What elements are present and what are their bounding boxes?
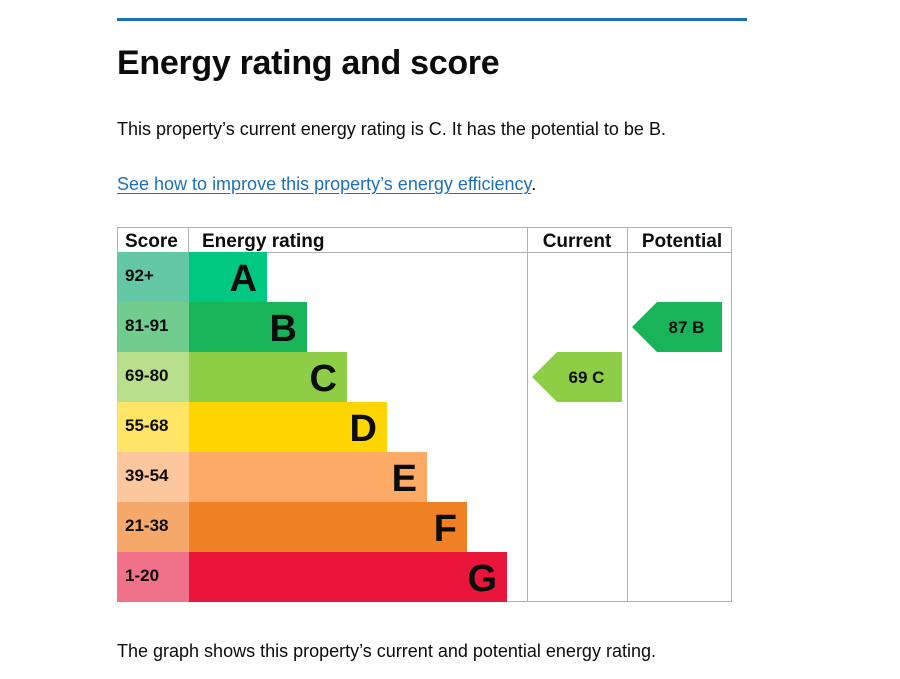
rating-bands: 92+ A 81-91 B 69-80 C 55-68 D 39-54 E 21-38 F 1-20 G [117,252,507,602]
score-cell-d [117,402,189,452]
score-cell-b [117,302,189,352]
score-cell-a [117,252,189,302]
header-potential: Potential [642,231,722,252]
score-cell-c [117,352,189,402]
band-letter-e: E [392,458,417,500]
potential-arrow-label: 87 B [669,318,705,337]
header-energy-rating: Energy rating [202,231,324,252]
band-bar-g [189,552,507,602]
rating-arrows: 69 C 87 B [532,302,722,402]
score-cell-f [117,502,189,552]
score-label-f: 21-38 [125,516,168,535]
header-score: Score [125,231,178,252]
score-cell-e [117,452,189,502]
band-bar-b [189,302,307,352]
band-letter-c: C [310,358,337,400]
band-letter-f: F [434,508,457,550]
rating-summary: This property’s current energy rating is… [117,119,666,139]
band-letter-a: A [230,258,257,300]
band-letter-g: G [467,558,497,600]
band-bar-d [189,402,387,452]
score-label-c: 69-80 [125,366,168,385]
top-rule [117,18,747,21]
score-label-b: 81-91 [125,316,168,335]
band-bar-a [189,252,267,302]
current-arrow [532,352,622,402]
header-current: Current [543,231,612,252]
score-label-e: 39-54 [125,466,169,485]
band-bar-e [189,452,427,502]
improve-link-line: See how to improve this property’s energ… [117,174,536,195]
score-cell-g [117,552,189,602]
score-label-a: 92+ [125,266,154,285]
score-label-d: 55-68 [125,416,168,435]
link-suffix: . [531,174,537,194]
score-label-g: 1-20 [125,566,159,585]
band-letter-d: D [350,408,377,450]
band-bar-c [189,352,347,402]
current-arrow-label: 69 C [569,368,605,387]
potential-arrow [632,302,722,352]
chart-caption: The graph shows this property’s current … [117,641,656,661]
improve-efficiency-link[interactable]: See how to improve this property’s energ… [117,174,532,194]
band-letter-b: B [270,308,297,350]
page-title: Energy rating and score [117,44,500,82]
band-bar-f [189,502,467,552]
